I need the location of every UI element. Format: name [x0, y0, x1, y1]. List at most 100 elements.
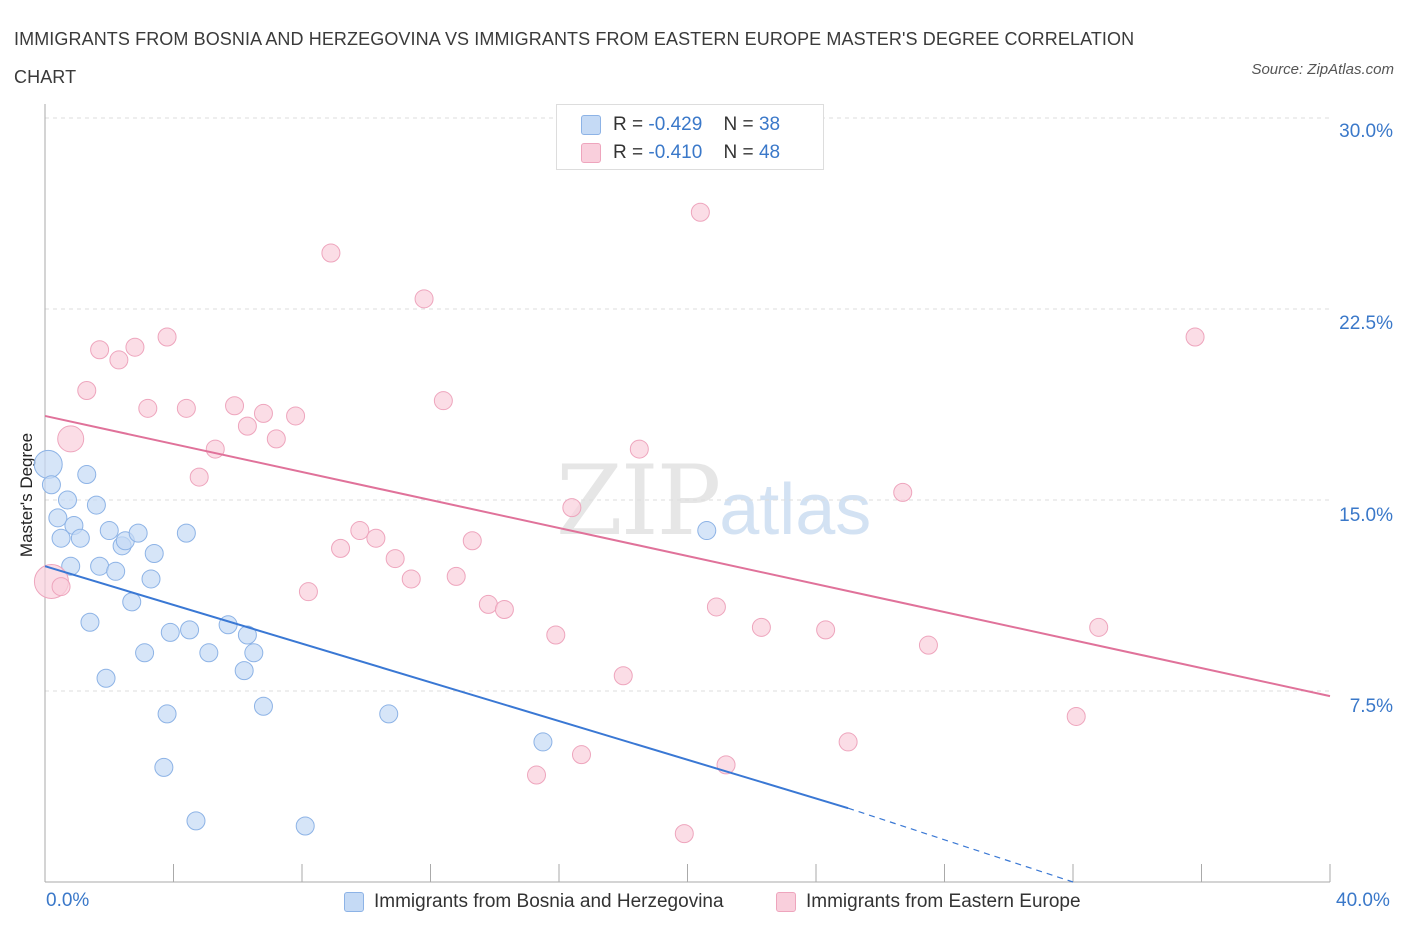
point-eastern-europe: [1066, 706, 1086, 726]
point-bosnia: [295, 816, 315, 836]
legend-label-eastern-europe: Immigrants from Eastern Europe: [806, 891, 1081, 912]
chart-title: IMMIGRANTS FROM BOSNIA AND HERZEGOVINA V…: [14, 29, 1135, 87]
trend-line-eastern-europe: [44, 414, 1331, 698]
point-eastern-europe: [527, 765, 547, 785]
stats-legend: R = -0.429 N = 38 R = -0.410 N = 48: [556, 104, 824, 170]
point-bosnia: [180, 620, 200, 640]
point-bosnia: [61, 556, 81, 576]
point-eastern-europe: [690, 202, 710, 222]
point-bosnia: [157, 704, 177, 724]
point-eastern-europe: [893, 482, 913, 502]
point-eastern-europe: [51, 577, 71, 597]
point-eastern-europe: [57, 425, 85, 453]
y-tick-label-7.5: 7.5%: [1349, 696, 1393, 717]
point-bosnia: [51, 528, 71, 548]
point-bosnia: [379, 704, 399, 724]
point-bosnia: [160, 622, 180, 642]
point-eastern-europe: [266, 429, 286, 449]
trend-line-bosnia: [44, 565, 849, 810]
point-eastern-europe: [1185, 327, 1205, 347]
point-eastern-europe: [462, 531, 482, 551]
point-eastern-europe: [838, 732, 858, 752]
n-value: 48: [758, 142, 781, 163]
n-value: 38: [758, 114, 781, 135]
stats-legend-row-bosnia: R = -0.429 N = 38: [581, 111, 780, 139]
point-eastern-europe: [225, 396, 245, 416]
point-eastern-europe: [90, 340, 110, 360]
point-bosnia: [176, 523, 196, 543]
point-bosnia: [48, 508, 68, 528]
legend-label-bosnia: Immigrants from Bosnia and Herzegovina: [374, 891, 724, 912]
r-label: R =: [613, 142, 644, 163]
point-bosnia: [199, 643, 219, 663]
point-eastern-europe: [157, 327, 177, 347]
point-bosnia: [77, 465, 97, 485]
point-eastern-europe: [237, 416, 257, 436]
point-eastern-europe: [321, 243, 341, 263]
point-eastern-europe: [350, 521, 370, 541]
point-eastern-europe: [571, 745, 591, 765]
point-eastern-europe: [446, 566, 466, 586]
point-eastern-europe: [433, 391, 453, 411]
point-eastern-europe: [613, 666, 633, 686]
blue-swatch: [344, 891, 364, 912]
point-bosnia: [244, 643, 264, 663]
point-bosnia: [533, 732, 553, 752]
point-bosnia: [135, 643, 155, 663]
point-bosnia: [57, 490, 77, 510]
watermark-zip: ZIP: [556, 445, 721, 557]
source-label: Source: ZipAtlas.com: [1251, 61, 1394, 78]
point-bosnia: [141, 569, 161, 589]
point-eastern-europe: [298, 582, 318, 602]
point-eastern-europe: [385, 549, 405, 569]
y-tick-label-15: 15.0%: [1339, 505, 1393, 526]
point-bosnia: [33, 449, 63, 479]
point-eastern-europe: [546, 625, 566, 645]
point-bosnia: [154, 757, 174, 777]
point-eastern-europe: [176, 398, 196, 418]
watermark-atlas: atlas: [719, 470, 872, 550]
point-bosnia: [234, 661, 254, 681]
x-tick-label-min: 0.0%: [46, 890, 90, 911]
pink-swatch: [581, 142, 601, 163]
blue-swatch: [581, 114, 601, 135]
point-bosnia: [128, 523, 148, 543]
y-tick-label-22.5: 22.5%: [1339, 313, 1393, 334]
point-eastern-europe: [253, 403, 273, 423]
zipatlas-watermark: ZIPatlas: [556, 445, 871, 557]
point-eastern-europe: [331, 538, 351, 558]
point-eastern-europe: [401, 569, 421, 589]
point-eastern-europe: [816, 620, 836, 640]
point-eastern-europe: [918, 635, 938, 655]
point-bosnia: [90, 556, 110, 576]
stats-legend-row-eastern-europe: R = -0.410 N = 48: [581, 139, 780, 167]
point-bosnia: [106, 561, 126, 581]
legend-item-bosnia: Immigrants from Bosnia and Herzegovina: [344, 889, 724, 915]
r-value: -0.429: [648, 114, 703, 135]
point-bosnia: [122, 592, 142, 612]
point-eastern-europe: [125, 337, 145, 357]
point-eastern-europe: [751, 617, 771, 637]
pink-swatch: [776, 891, 796, 912]
y-tick-label-30: 30.0%: [1339, 121, 1393, 142]
r-label: R =: [613, 114, 644, 135]
point-bosnia: [70, 528, 90, 548]
point-eastern-europe: [494, 600, 514, 620]
point-eastern-europe: [706, 597, 726, 617]
point-bosnia: [41, 475, 61, 495]
point-eastern-europe: [138, 398, 158, 418]
point-bosnia: [86, 495, 106, 515]
point-eastern-europe: [77, 380, 97, 400]
point-bosnia: [237, 625, 257, 645]
point-bosnia: [186, 811, 206, 831]
x-tick-label-max: 40.0%: [1336, 890, 1390, 911]
point-eastern-europe: [674, 824, 694, 844]
point-eastern-europe: [414, 289, 434, 309]
n-label: N =: [723, 142, 754, 163]
point-bosnia: [144, 543, 164, 563]
trend-line-extension-bosnia: [847, 807, 1074, 883]
point-bosnia: [99, 521, 119, 541]
point-eastern-europe: [562, 498, 582, 518]
point-eastern-europe: [109, 350, 129, 370]
